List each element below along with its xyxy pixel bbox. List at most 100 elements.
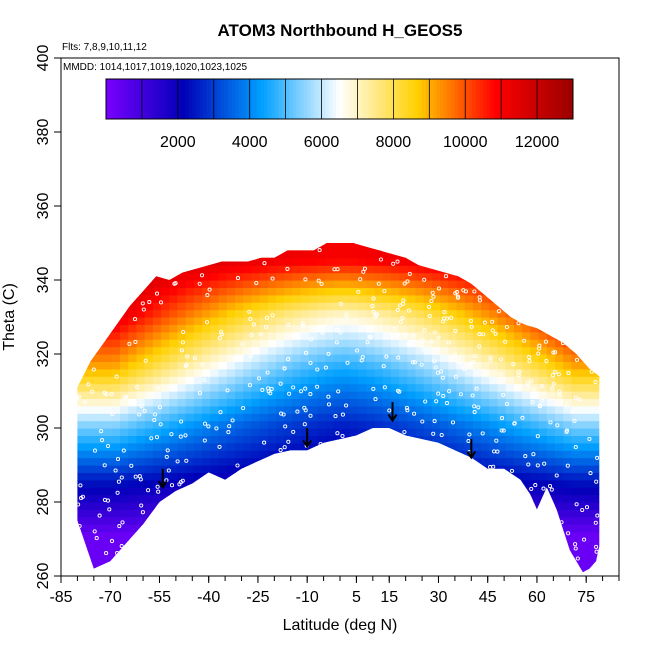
heatmap-cell <box>522 354 531 362</box>
heatmap-cell <box>193 317 203 325</box>
heatmap-cell <box>87 346 97 355</box>
heatmap-cell <box>193 450 203 459</box>
heatmap-cell <box>111 280 121 288</box>
heatmap-cell <box>514 272 523 281</box>
heatmap-cell <box>423 250 433 259</box>
heatmap-cell <box>341 280 351 288</box>
heatmap-cell <box>538 302 548 311</box>
heatmap-cell <box>555 324 564 333</box>
heatmap-cell <box>563 272 572 281</box>
heatmap-cell <box>226 272 236 281</box>
heatmap-cell <box>431 309 441 318</box>
colorbar-cell <box>461 79 466 119</box>
observation-point <box>192 356 197 361</box>
heatmap-cell <box>202 368 211 377</box>
heatmap-cell <box>497 346 507 355</box>
heatmap-cell <box>382 339 392 348</box>
heatmap-cell <box>522 568 531 573</box>
arrow-head <box>387 414 398 423</box>
heatmap-cell <box>210 568 220 573</box>
heatmap-cell <box>193 472 203 481</box>
observation-point <box>556 372 561 377</box>
heatmap-cell <box>341 383 351 392</box>
heatmap-cell <box>349 383 359 392</box>
heatmap-cell <box>489 243 499 244</box>
heatmap-cell <box>448 243 458 251</box>
heatmap-cell <box>423 502 433 510</box>
heatmap-cell <box>276 243 285 244</box>
heatmap-cell <box>259 302 269 311</box>
heatmap-cell <box>563 472 572 481</box>
heatmap-cell <box>284 465 293 473</box>
observation-point <box>86 382 91 387</box>
heatmap-cell <box>366 228 375 236</box>
heatmap-cell <box>579 368 589 377</box>
heatmap-cell <box>111 243 121 244</box>
heatmap-cell <box>390 243 400 251</box>
heatmap-cell <box>292 494 302 503</box>
heatmap-cell <box>358 228 367 236</box>
heatmap-cell <box>506 228 515 236</box>
heatmap-cell <box>423 531 433 540</box>
heatmap-cell <box>399 546 408 555</box>
heatmap-cell <box>95 243 105 251</box>
heatmap-cell <box>596 391 600 399</box>
heatmap-cell <box>423 561 433 570</box>
heatmap-cell <box>382 413 392 422</box>
heatmap-cell <box>308 280 318 288</box>
heatmap-cell <box>325 257 334 266</box>
heatmap-cell <box>440 553 449 562</box>
heatmap-cell <box>243 265 252 274</box>
heatmap-cell <box>596 457 600 466</box>
observation-point <box>326 351 331 356</box>
heatmap-cell <box>489 494 499 503</box>
heatmap-cell <box>431 502 441 510</box>
heatmap-cell <box>464 361 474 370</box>
heatmap-cell <box>448 339 458 348</box>
heatmap-cell <box>530 398 540 407</box>
heatmap-cell <box>325 398 334 407</box>
heatmap-cell <box>349 524 359 533</box>
heatmap-cell <box>300 243 310 251</box>
heatmap-cell <box>300 287 310 296</box>
heatmap-cell <box>128 317 138 325</box>
heatmap-cell <box>464 502 474 510</box>
observation-point <box>283 424 288 429</box>
heatmap-cell <box>456 339 466 348</box>
heatmap-cell <box>555 391 564 399</box>
heatmap-cell <box>284 487 293 496</box>
colorbar-cell <box>558 79 563 119</box>
heatmap-cell <box>243 250 252 259</box>
heatmap-cell <box>161 317 170 325</box>
heatmap-cell <box>87 420 97 429</box>
heatmap-cell <box>431 376 441 385</box>
heatmap-cell <box>144 479 154 488</box>
flights-note: Flts: 7,8,9,10,11,12 <box>62 42 147 53</box>
heatmap-cell <box>235 561 244 570</box>
heatmap-cell <box>481 324 490 333</box>
heatmap-cell <box>333 302 343 311</box>
heatmap-cell <box>390 243 400 244</box>
heatmap-cell <box>235 553 244 562</box>
heatmap-cell <box>497 250 507 259</box>
heatmap-cell <box>563 465 572 473</box>
heatmap-cell <box>514 405 523 414</box>
heatmap-cell <box>374 243 384 251</box>
heatmap-cell <box>79 272 88 281</box>
observation-point <box>265 370 270 375</box>
heatmap-cell <box>399 243 408 251</box>
heatmap-cell <box>546 413 556 422</box>
heatmap-cell <box>358 250 367 259</box>
heatmap-cell <box>87 494 97 503</box>
heatmap-cell <box>111 531 121 540</box>
colorbar-cell <box>267 79 272 119</box>
heatmap-cell <box>358 553 367 562</box>
heatmap-cell <box>120 243 129 251</box>
heatmap-cell <box>563 287 572 296</box>
heatmap-cell <box>390 405 400 414</box>
heatmap-cell <box>152 539 162 547</box>
heatmap-cell <box>276 302 285 311</box>
heatmap-cell <box>538 472 548 481</box>
heatmap-cell <box>423 294 433 303</box>
heatmap-cell <box>390 524 400 533</box>
